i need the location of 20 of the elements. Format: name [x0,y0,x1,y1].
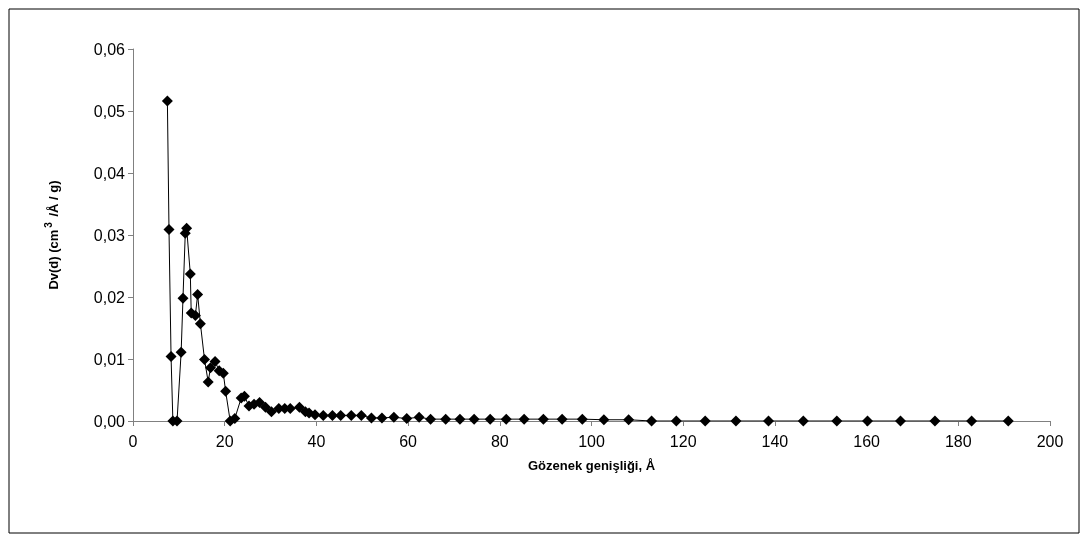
x-tick-label: 140 [761,432,789,450]
x-axis-title: Gözenek genişliği, Å [527,458,656,473]
y-tick-label: 0,06 [93,40,126,58]
x-tick-label: 80 [490,432,509,450]
x-tick-label: 100 [578,432,605,450]
x-tick-label: 200 [1036,432,1064,450]
x-tick-label: 20 [215,432,234,450]
x-tick-label: 180 [944,432,972,450]
y-tick-label: 0,02 [93,288,126,306]
x-tick-label: 60 [399,432,418,450]
x-tick-label: 120 [669,432,697,450]
x-tick-label: 160 [853,432,881,450]
y-tick-label: 0,00 [93,412,126,430]
x-tick-label: 0 [128,432,138,450]
y-tick-label: 0,05 [93,102,126,120]
y-tick-label: 0,04 [93,164,126,182]
y-tick-label: 0,01 [93,350,126,368]
x-tick-label: 40 [307,432,326,450]
y-tick-label: 0,03 [93,226,126,244]
y-axis-title: Dv(d) (cm3 /Å / g) [42,180,61,290]
